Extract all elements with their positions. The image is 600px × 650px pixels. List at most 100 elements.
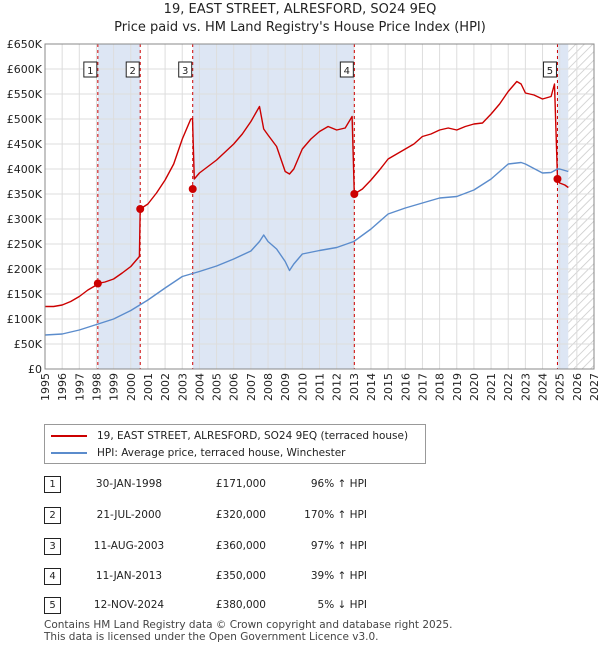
transaction-number: 5	[44, 597, 61, 614]
transaction-price: £360,000	[215, 540, 266, 552]
transaction-date: 12-NOV-2024	[93, 599, 165, 611]
transaction-number: 1	[44, 476, 61, 493]
x-tick-label: 2023	[519, 373, 532, 401]
footer-copyright: Contains HM Land Registry data © Crown c…	[44, 619, 453, 631]
x-tick-label: 2007	[245, 373, 258, 401]
x-tick-label: 2002	[159, 373, 172, 401]
y-tick-label: £500K	[7, 113, 43, 126]
footer: Contains HM Land Registry data © Crown c…	[44, 619, 452, 643]
x-tick-label: 2022	[502, 373, 515, 401]
property-price-line	[45, 80, 569, 308]
x-tick-label: 2004	[193, 373, 206, 401]
price-chart: 1 2 3 4 5 £0 £50K £100K £150K £200K £250K £300K £35…	[7, 38, 600, 401]
x-tick-label: 2005	[211, 373, 224, 401]
x-tick-label: 2020	[468, 373, 481, 401]
sale-point	[553, 175, 562, 183]
transaction-hpi-change: 5% ↓ HPI	[317, 599, 367, 611]
legend-swatch-hpi	[51, 452, 87, 454]
transaction-hpi-change: 96% ↑ HPI	[310, 478, 367, 490]
table-row: 5 12-NOV-2024 £380,000 5% ↓ HPI	[44, 597, 404, 615]
y-tick-label: £50K	[14, 338, 43, 351]
transaction-date: 11-AUG-2003	[93, 540, 165, 552]
table-row: 4 11-JAN-2013 £350,000 39% ↑ HPI	[44, 568, 404, 586]
x-tick-label: 2011	[314, 373, 327, 401]
transaction-price: £350,000	[215, 570, 266, 582]
y-tick-label: £600K	[7, 63, 43, 76]
y-tick-label: £550K	[7, 88, 43, 101]
chart-subtitle: Price paid vs. HM Land Registry's House …	[114, 20, 486, 35]
transaction-number: 2	[44, 507, 61, 524]
transaction-marker-box	[83, 61, 98, 78]
x-tick-label: 2026	[571, 373, 584, 401]
x-tick-label: 2015	[382, 373, 395, 401]
transaction-marker-label: 5	[547, 66, 553, 77]
x-tick-label: 2014	[365, 373, 378, 401]
x-tick-label: 2019	[451, 373, 464, 401]
plot-frame	[44, 43, 595, 370]
x-tick-label: 2008	[262, 373, 275, 401]
transaction-marker-box	[178, 61, 193, 78]
ownership-shade	[557, 44, 569, 369]
transaction-marker-box	[542, 61, 557, 78]
transaction-marker-label: 3	[182, 66, 188, 77]
x-tick-label: 2013	[348, 373, 361, 401]
y-tick-label: £0	[28, 363, 42, 376]
y-tick-label: £450K	[7, 138, 43, 151]
footer-licence: This data is licensed under the Open Gov…	[44, 631, 379, 643]
legend-label-hpi: HPI: Average price, terraced house, Winc…	[97, 447, 346, 459]
legend-item-property: 19, EAST STREET, ALRESFORD, SO24 9EQ (te…	[51, 428, 408, 444]
x-tick-label: 1995	[39, 373, 52, 401]
legend-item-hpi: HPI: Average price, terraced house, Winc…	[51, 445, 345, 461]
transaction-hpi-change: 170% ↑ HPI	[304, 509, 367, 521]
x-tick-label: 2024	[537, 373, 550, 401]
sale-point	[93, 279, 102, 288]
x-tick-label: 1996	[56, 373, 69, 401]
transaction-marker-box	[125, 61, 140, 78]
x-tick-label: 1999	[108, 373, 121, 401]
transaction-marker-label: 1	[87, 66, 93, 77]
ownership-shade	[97, 44, 141, 369]
legend: 19, EAST STREET, ALRESFORD, SO24 9EQ (te…	[44, 424, 426, 464]
y-tick-label: £250K	[7, 238, 43, 251]
y-tick-label: £150K	[7, 288, 43, 301]
ownership-shade	[192, 44, 355, 369]
sale-point	[136, 205, 145, 213]
hpi-line	[44, 161, 569, 336]
x-tick-label: 2025	[554, 373, 567, 401]
transaction-marker-label: 4	[344, 66, 350, 77]
x-tick-label: 2018	[434, 373, 447, 401]
x-tick-label: 2027	[588, 373, 600, 401]
y-tick-label: £400K	[7, 163, 43, 176]
x-tick-label: 2000	[125, 373, 138, 401]
sale-point	[350, 190, 359, 198]
transaction-price: £380,000	[215, 599, 266, 611]
x-tick-label: 2016	[399, 373, 412, 401]
chart-title: 19, EAST STREET, ALRESFORD, SO24 9EQ	[163, 2, 437, 17]
x-tick-label: 2009	[279, 373, 292, 401]
table-row: 1 30-JAN-1998 £171,000 96% ↑ HPI	[44, 476, 404, 494]
transaction-hpi-change: 97% ↑ HPI	[310, 540, 367, 552]
y-tick-label: £100K	[7, 313, 43, 326]
table-row: 3 11-AUG-2003 £360,000 97% ↑ HPI	[44, 538, 404, 556]
transaction-date: 11-JAN-2013	[95, 570, 163, 582]
x-tick-label: 2006	[228, 373, 241, 401]
transaction-marker-label: 2	[130, 66, 136, 77]
x-tick-label: 1997	[73, 373, 86, 401]
y-tick-label: £350K	[7, 188, 43, 201]
transaction-number: 4	[44, 568, 61, 585]
transaction-date: 30-JAN-1998	[95, 478, 163, 490]
y-tick-label: £300K	[7, 213, 43, 226]
x-tick-label: 1998	[90, 373, 103, 401]
x-tick-label: 2001	[142, 373, 155, 401]
sale-point	[188, 185, 197, 193]
table-row: 2 21-JUL-2000 £320,000 170% ↑ HPI	[44, 507, 404, 525]
x-tick-label: 2010	[296, 373, 309, 401]
x-tick-label: 2003	[176, 373, 189, 401]
y-tick-label: £200K	[7, 263, 43, 276]
x-tick-label: 2012	[331, 373, 344, 401]
legend-swatch-property	[51, 435, 87, 437]
transaction-price: £320,000	[215, 509, 266, 521]
transaction-date: 21-JUL-2000	[96, 509, 162, 521]
y-tick-label: £650K	[7, 38, 43, 51]
x-tick-label: 2021	[485, 373, 498, 401]
